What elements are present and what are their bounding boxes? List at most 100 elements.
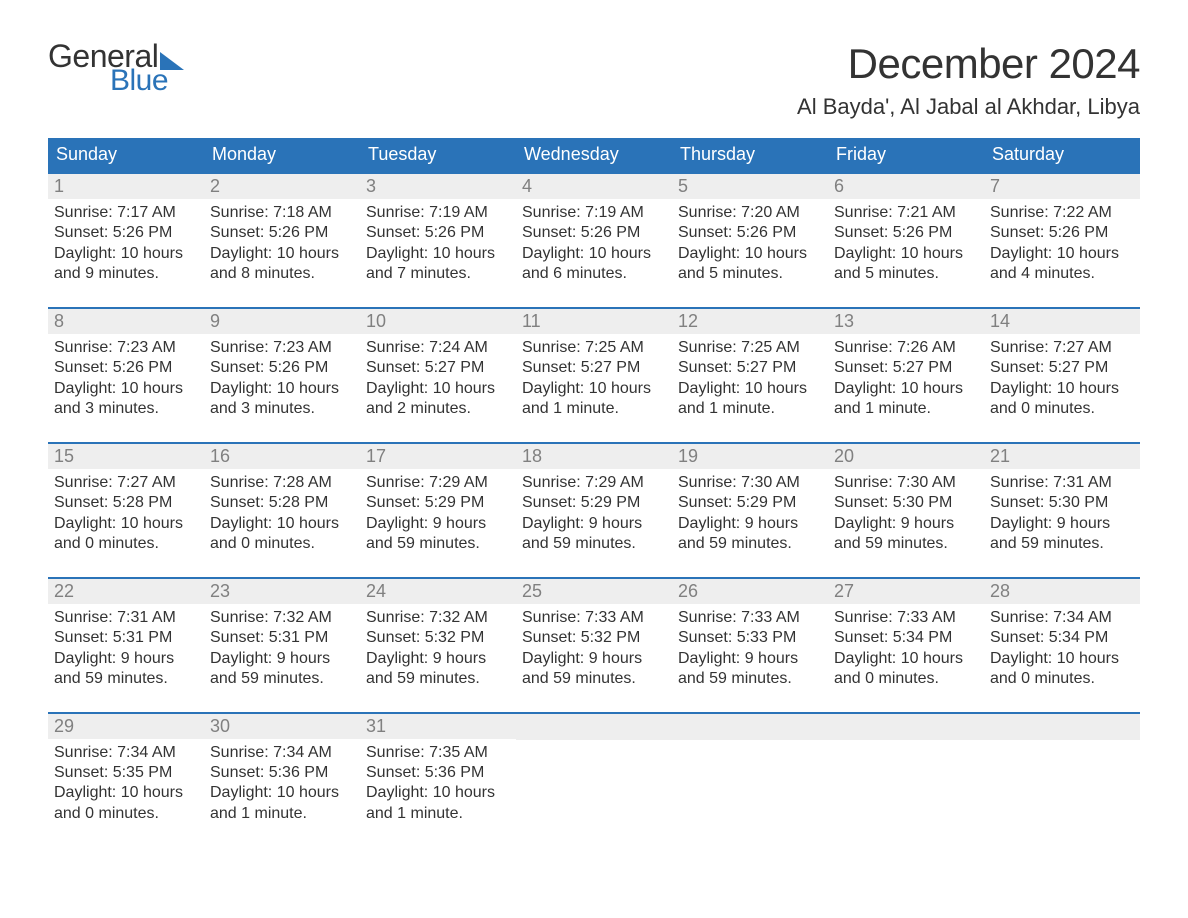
- day-number: 17: [360, 444, 516, 469]
- day-number: 2: [204, 174, 360, 199]
- daylight-text: Daylight: 10 hours: [54, 379, 198, 399]
- daylight-text: and 59 minutes.: [522, 534, 666, 554]
- day-cell: 31Sunrise: 7:35 AMSunset: 5:36 PMDayligh…: [360, 714, 516, 829]
- day-number: [984, 714, 1140, 740]
- week-row: 29Sunrise: 7:34 AMSunset: 5:35 PMDayligh…: [48, 712, 1140, 829]
- day-header-sun: Sunday: [48, 138, 204, 172]
- day-number: [828, 714, 984, 740]
- week-row: 8Sunrise: 7:23 AMSunset: 5:26 PMDaylight…: [48, 307, 1140, 424]
- daylight-text: and 1 minute.: [366, 804, 510, 824]
- sunrise-text: Sunrise: 7:31 AM: [54, 608, 198, 628]
- day-number: 19: [672, 444, 828, 469]
- sunset-text: Sunset: 5:28 PM: [54, 493, 198, 513]
- sunset-text: Sunset: 5:32 PM: [522, 628, 666, 648]
- sunset-text: Sunset: 5:26 PM: [210, 358, 354, 378]
- sunset-text: Sunset: 5:27 PM: [366, 358, 510, 378]
- sunset-text: Sunset: 5:29 PM: [678, 493, 822, 513]
- day-body: Sunrise: 7:17 AMSunset: 5:26 PMDaylight:…: [48, 199, 204, 289]
- daylight-text: Daylight: 10 hours: [678, 379, 822, 399]
- day-header-thu: Thursday: [672, 138, 828, 172]
- day-cell: 25Sunrise: 7:33 AMSunset: 5:32 PMDayligh…: [516, 579, 672, 694]
- day-cell: 17Sunrise: 7:29 AMSunset: 5:29 PMDayligh…: [360, 444, 516, 559]
- daylight-text: Daylight: 10 hours: [834, 379, 978, 399]
- week-row: 1Sunrise: 7:17 AMSunset: 5:26 PMDaylight…: [48, 172, 1140, 289]
- day-number: 16: [204, 444, 360, 469]
- day-number: 26: [672, 579, 828, 604]
- daylight-text: and 1 minute.: [210, 804, 354, 824]
- location-subtitle: Al Bayda', Al Jabal al Akhdar, Libya: [797, 94, 1140, 120]
- sunrise-text: Sunrise: 7:23 AM: [54, 338, 198, 358]
- daylight-text: and 3 minutes.: [54, 399, 198, 419]
- sunrise-text: Sunrise: 7:34 AM: [210, 743, 354, 763]
- day-cell: 1Sunrise: 7:17 AMSunset: 5:26 PMDaylight…: [48, 174, 204, 289]
- daylight-text: Daylight: 10 hours: [210, 379, 354, 399]
- day-cell: 23Sunrise: 7:32 AMSunset: 5:31 PMDayligh…: [204, 579, 360, 694]
- sunrise-text: Sunrise: 7:19 AM: [522, 203, 666, 223]
- daylight-text: Daylight: 10 hours: [522, 244, 666, 264]
- day-number: 31: [360, 714, 516, 739]
- day-body: Sunrise: 7:32 AMSunset: 5:32 PMDaylight:…: [360, 604, 516, 694]
- daylight-text: Daylight: 10 hours: [834, 649, 978, 669]
- sunset-text: Sunset: 5:36 PM: [210, 763, 354, 783]
- day-header-sat: Saturday: [984, 138, 1140, 172]
- day-body: Sunrise: 7:34 AMSunset: 5:36 PMDaylight:…: [204, 739, 360, 829]
- daylight-text: Daylight: 10 hours: [54, 783, 198, 803]
- day-body: Sunrise: 7:29 AMSunset: 5:29 PMDaylight:…: [360, 469, 516, 559]
- day-body: Sunrise: 7:30 AMSunset: 5:29 PMDaylight:…: [672, 469, 828, 559]
- day-number: 20: [828, 444, 984, 469]
- day-cell: 27Sunrise: 7:33 AMSunset: 5:34 PMDayligh…: [828, 579, 984, 694]
- day-number: 3: [360, 174, 516, 199]
- sunset-text: Sunset: 5:27 PM: [678, 358, 822, 378]
- daylight-text: and 8 minutes.: [210, 264, 354, 284]
- sunrise-text: Sunrise: 7:27 AM: [990, 338, 1134, 358]
- day-header-tue: Tuesday: [360, 138, 516, 172]
- sunset-text: Sunset: 5:33 PM: [678, 628, 822, 648]
- day-cell: 16Sunrise: 7:28 AMSunset: 5:28 PMDayligh…: [204, 444, 360, 559]
- day-body: Sunrise: 7:19 AMSunset: 5:26 PMDaylight:…: [516, 199, 672, 289]
- day-cell: 20Sunrise: 7:30 AMSunset: 5:30 PMDayligh…: [828, 444, 984, 559]
- sunset-text: Sunset: 5:27 PM: [834, 358, 978, 378]
- day-body: Sunrise: 7:32 AMSunset: 5:31 PMDaylight:…: [204, 604, 360, 694]
- daylight-text: and 3 minutes.: [210, 399, 354, 419]
- week-row: 15Sunrise: 7:27 AMSunset: 5:28 PMDayligh…: [48, 442, 1140, 559]
- day-cell: 26Sunrise: 7:33 AMSunset: 5:33 PMDayligh…: [672, 579, 828, 694]
- daylight-text: Daylight: 10 hours: [366, 244, 510, 264]
- sunrise-text: Sunrise: 7:32 AM: [210, 608, 354, 628]
- day-number: 23: [204, 579, 360, 604]
- daylight-text: Daylight: 9 hours: [366, 514, 510, 534]
- daylight-text: Daylight: 9 hours: [678, 649, 822, 669]
- day-number: [516, 714, 672, 740]
- daylight-text: and 7 minutes.: [366, 264, 510, 284]
- sunrise-text: Sunrise: 7:30 AM: [678, 473, 822, 493]
- day-cell: 7Sunrise: 7:22 AMSunset: 5:26 PMDaylight…: [984, 174, 1140, 289]
- daylight-text: Daylight: 10 hours: [366, 783, 510, 803]
- day-number: 14: [984, 309, 1140, 334]
- sunset-text: Sunset: 5:28 PM: [210, 493, 354, 513]
- day-cell: 6Sunrise: 7:21 AMSunset: 5:26 PMDaylight…: [828, 174, 984, 289]
- daylight-text: Daylight: 9 hours: [678, 514, 822, 534]
- day-cell: 11Sunrise: 7:25 AMSunset: 5:27 PMDayligh…: [516, 309, 672, 424]
- day-body: Sunrise: 7:33 AMSunset: 5:34 PMDaylight:…: [828, 604, 984, 694]
- sunrise-text: Sunrise: 7:19 AM: [366, 203, 510, 223]
- sunset-text: Sunset: 5:35 PM: [54, 763, 198, 783]
- daylight-text: Daylight: 10 hours: [210, 244, 354, 264]
- day-body: Sunrise: 7:31 AMSunset: 5:31 PMDaylight:…: [48, 604, 204, 694]
- sunset-text: Sunset: 5:30 PM: [834, 493, 978, 513]
- sunrise-text: Sunrise: 7:32 AM: [366, 608, 510, 628]
- daylight-text: Daylight: 10 hours: [210, 514, 354, 534]
- sunset-text: Sunset: 5:26 PM: [54, 223, 198, 243]
- day-cell: 12Sunrise: 7:25 AMSunset: 5:27 PMDayligh…: [672, 309, 828, 424]
- day-header-wed: Wednesday: [516, 138, 672, 172]
- sunrise-text: Sunrise: 7:25 AM: [522, 338, 666, 358]
- day-number: 10: [360, 309, 516, 334]
- month-title: December 2024: [797, 40, 1140, 88]
- daylight-text: Daylight: 9 hours: [366, 649, 510, 669]
- day-cell: 29Sunrise: 7:34 AMSunset: 5:35 PMDayligh…: [48, 714, 204, 829]
- daylight-text: and 9 minutes.: [54, 264, 198, 284]
- day-number: 11: [516, 309, 672, 334]
- sunrise-text: Sunrise: 7:29 AM: [522, 473, 666, 493]
- day-number: 29: [48, 714, 204, 739]
- day-number: 27: [828, 579, 984, 604]
- day-body: Sunrise: 7:33 AMSunset: 5:33 PMDaylight:…: [672, 604, 828, 694]
- day-cell: 30Sunrise: 7:34 AMSunset: 5:36 PMDayligh…: [204, 714, 360, 829]
